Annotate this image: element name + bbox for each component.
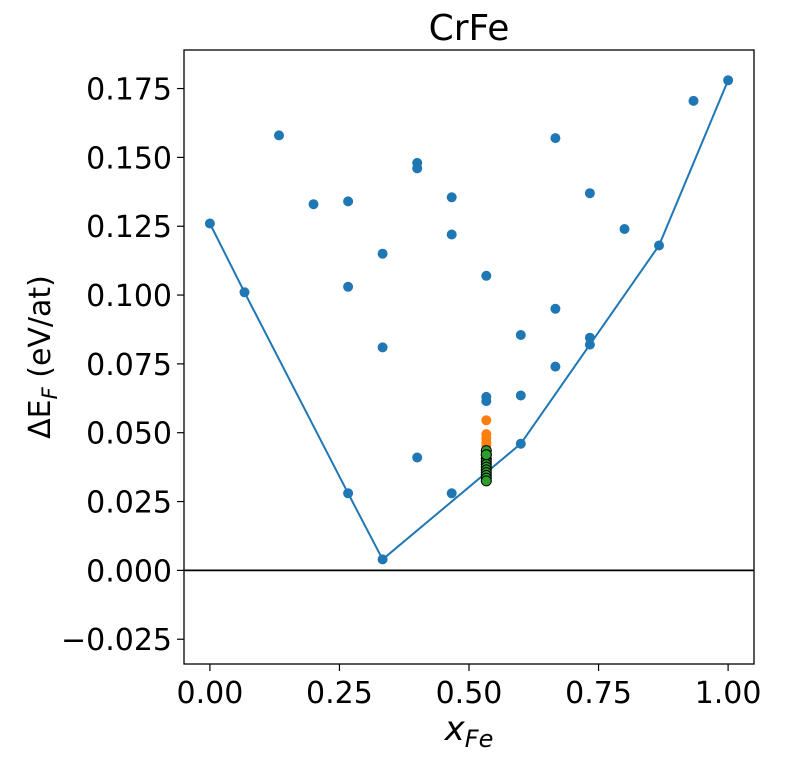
data-point [308, 199, 319, 210]
y-axis-label-prefix: ΔE [23, 399, 58, 438]
y-tick-label: 0.125 [86, 210, 172, 245]
data-point [204, 218, 215, 229]
data-point [343, 488, 354, 499]
data-point [446, 488, 457, 499]
y-tick-label: 0.025 [86, 486, 172, 521]
x-tick-label: 0.75 [565, 676, 632, 711]
y-tick-label: 0.175 [86, 73, 172, 108]
data-point [343, 281, 354, 292]
data-point [377, 342, 388, 353]
y-tick-label: 0.100 [86, 279, 172, 314]
y-axis: −0.025 0.000 0.025 0.050 0.075 0.100 0.125 0.15… [61, 73, 184, 658]
data-point [412, 163, 423, 174]
data-point [481, 270, 492, 281]
x-axis: 0.00 0.25 0.50 0.75 1.00 [177, 664, 762, 711]
data-point [412, 452, 423, 463]
plot-area [184, 75, 754, 572]
y-axis-label: ΔEF (eV/at) [23, 275, 62, 439]
data-point [654, 240, 664, 251]
y-tick-label: 0.050 [86, 417, 172, 452]
data-point [584, 188, 595, 199]
x-tick-label: 0.00 [177, 676, 244, 711]
x-tick-label: 0.50 [436, 676, 503, 711]
data-point [584, 332, 595, 343]
data-point [584, 339, 595, 350]
data-point [515, 330, 526, 340]
y-axis-label-suffix: (eV/at) [23, 275, 58, 387]
y-tick-label: −0.025 [61, 623, 172, 658]
data-point [239, 287, 250, 298]
y-tick-label: 0.075 [86, 348, 172, 383]
plot-frame [183, 49, 755, 665]
data-point [377, 554, 388, 565]
x-tick-label: 0.25 [306, 676, 373, 711]
x-axis-label-sub: Fe [465, 725, 494, 753]
data-point [688, 95, 699, 106]
y-axis-label-sub: F [38, 386, 62, 399]
data-point [274, 130, 284, 141]
x-axis-label-main: x [444, 709, 466, 749]
data-point [515, 438, 526, 449]
hull-line [209, 79, 730, 561]
data-point [480, 449, 492, 461]
y-tick-label: 0.000 [86, 554, 172, 589]
data-point [619, 224, 630, 234]
data-point [550, 303, 561, 314]
data-point [515, 390, 526, 401]
data-point [550, 361, 561, 372]
data-point [550, 133, 561, 144]
x-tick-label: 1.00 [695, 676, 762, 711]
data-point [480, 475, 492, 487]
data-point [377, 248, 388, 259]
x-axis-label: xFe [444, 709, 494, 753]
data-point [481, 396, 492, 407]
data-point [481, 415, 492, 426]
chart-title: CrFe [429, 8, 510, 49]
data-point [446, 229, 457, 240]
y-tick-label: 0.150 [86, 141, 172, 176]
data-point [343, 196, 354, 207]
data-point [446, 192, 457, 203]
data-point [723, 75, 734, 86]
